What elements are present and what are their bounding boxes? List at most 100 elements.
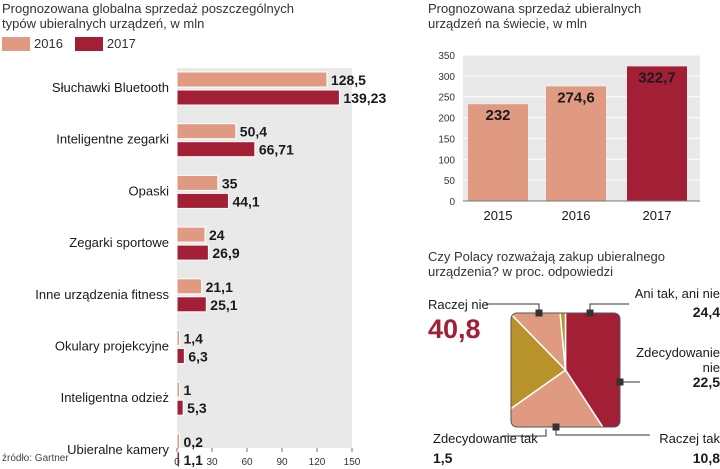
pie-marker-ani-tak-ani-nie (586, 309, 594, 317)
pie-marker-zdecydowanie-nie (616, 378, 624, 386)
pie-label-zdecydowanie-nie-line1: Zdecydowanie (636, 345, 720, 360)
pie-label-zdecydowanie-tak: Zdecydowanie tak (433, 431, 538, 446)
value-label-2017-okulary-projekcyjne: 6,3 (188, 349, 208, 365)
bar-2016-s-uchawki-bluetooth (176, 71, 328, 88)
pie-value-zdecydowanie-tak: 1,5 (433, 450, 453, 466)
left-chart-title: Prognozowana globalna sprzedaż poszczegó… (2, 1, 294, 31)
value-label-2017-opaski: 44,1 (232, 193, 259, 209)
bar-2016-inne-urz-dzenia-fitness (176, 278, 203, 295)
legend-label-2016: 2016 (34, 36, 63, 51)
right-chart-title: Prognozowana sprzedaż ubieralnych urządz… (428, 1, 641, 31)
legend-item-2016: 2016 (2, 36, 63, 51)
x-tick-label-150: 150 (344, 457, 361, 468)
pie-leader-ani-tak-ani-nie (589, 303, 629, 313)
source-note: źródło: Gartner (2, 453, 69, 464)
value-label-2016-s-uchawki-bluetooth: 128,5 (331, 72, 366, 88)
y-tick-label-0: 0 (449, 197, 455, 208)
pie-slice-raczej-tak (511, 313, 567, 373)
right-title-line1: Prognozowana sprzedaż ubieralnych (428, 1, 642, 16)
bar-2017-inne-urz-dzenia-fitness (176, 296, 207, 313)
category-label-zegarki-sportowe: Zegarki sportowe (69, 235, 169, 250)
category-label-ubieralne-kamery: Ubieralne kamery (67, 442, 169, 457)
y-tick-label-200: 200 (438, 114, 455, 125)
pie-value-raczej-nie: 40,8 (428, 314, 481, 344)
pie-slices (511, 313, 620, 427)
x-tick-label-30: 30 (206, 457, 218, 468)
x-label-2017: 2017 (643, 208, 672, 223)
value-label-2016-zegarki-sportowe: 24 (209, 227, 225, 243)
bar-2017-inteligentne-zegarki (176, 141, 256, 158)
pie-label-raczej-nie: Raczej nie (428, 297, 489, 312)
bar-value-2015: 232 (485, 107, 510, 124)
value-label-2016-inteligentna-odzie: 1 (184, 382, 192, 398)
pie-leader-raczej-tak (555, 427, 650, 436)
bar-2016-ubieralne-kamery (176, 433, 180, 450)
bar-value-2016: 274,6 (557, 89, 595, 106)
bar-2017-ubieralne-kamery (176, 451, 180, 468)
category-label-inteligentne-zegarki: Inteligentne zegarki (56, 132, 169, 147)
pie-value-zdecydowanie-nie: 22,5 (693, 374, 720, 390)
pie-chart-title: Czy Polacy rozważają zakup ubieralnego u… (428, 249, 665, 279)
legend-item-2017: 2017 (74, 36, 136, 51)
bar-2016-opaski (176, 174, 219, 191)
value-label-2016-opaski: 35 (222, 175, 238, 191)
value-label-2017-inteligentne-zegarki: 66,71 (259, 142, 294, 158)
bar-2016-inteligentne-zegarki (176, 123, 237, 140)
right-title-line2: urządzeń na świecie, w mln (428, 16, 587, 31)
pie-label-ani-tak-ani-nie: Ani tak, ani nie (635, 286, 720, 301)
y-tick-label-250: 250 (438, 93, 455, 104)
pie-title-line1: Czy Polacy rozważają zakup ubieralnego (428, 249, 666, 264)
value-label-2016-inne-urz-dzenia-fitness: 21,1 (206, 279, 233, 295)
pie-value-raczej-tak: 10,8 (693, 450, 720, 466)
pie-label-zdecydowanie-nie-line2: nie (703, 360, 720, 375)
left-title-line2: typów ubieralnych urządzeń, w mln (2, 16, 205, 31)
bar-2016-zegarki-sportowe (176, 226, 206, 243)
bar-year-2017 (627, 66, 687, 201)
category-label-opaski: Opaski (129, 183, 170, 198)
pie-leader-zdecydowanie-tak (502, 429, 547, 437)
y-tick-label-300: 300 (438, 72, 455, 83)
pie-marker-raczej-nie (535, 309, 543, 317)
legend-swatch-2016 (2, 36, 30, 51)
x-label-2016: 2016 (562, 208, 591, 223)
bar-year-2015 (468, 104, 528, 201)
bar-2017-zegarki-sportowe (176, 244, 209, 261)
pie-title-line2: urządzenia? w proc. odpowiedzi (428, 264, 613, 279)
bar-year-2016 (546, 86, 606, 201)
pie-leader-raczej-nie (486, 303, 540, 313)
category-label-okulary-projekcyjne: Okulary projekcyjne (55, 339, 169, 354)
bar-2017-okulary-projekcyjne (176, 348, 185, 364)
x-tick-label-120: 120 (309, 457, 326, 468)
value-label-2016-inteligentne-zegarki: 50,4 (240, 124, 267, 140)
bar-2017-s-uchawki-bluetooth (176, 89, 340, 106)
value-label-2017-ubieralne-kamery: 1,1 (184, 452, 204, 468)
value-label-2017-zegarki-sportowe: 26,9 (212, 245, 239, 261)
y-tick-label-50: 50 (444, 176, 456, 187)
bar-2016-okulary-projekcyjne (176, 330, 180, 346)
legend: 2016 2017 (2, 36, 148, 51)
x-tick-label-60: 60 (241, 457, 253, 468)
pie-marker-raczej-tak (552, 423, 560, 431)
pie-frame (510, 312, 621, 428)
pie-label-raczej-tak: Raczej tak (659, 431, 720, 446)
value-label-2016-okulary-projekcyjne: 1,4 (184, 331, 204, 347)
value-label-2017-inne-urz-dzenia-fitness: 25,1 (210, 297, 237, 313)
y-tick-label-350: 350 (438, 51, 455, 62)
bar-value-2017: 322,7 (638, 69, 676, 86)
legend-label-2017: 2017 (106, 36, 136, 51)
x-label-2015: 2015 (484, 208, 513, 223)
y-tick-label-150: 150 (438, 134, 455, 145)
category-label-inne-urz-dzenia-fitness: Inne urządzenia fitness (35, 287, 169, 302)
category-label-s-uchawki-bluetooth: Słuchawki Bluetooth (52, 80, 169, 95)
value-label-2017-s-uchawki-bluetooth: 139,23 (343, 90, 386, 106)
value-label-2016-ubieralne-kamery: 0,2 (184, 434, 204, 450)
category-label-inteligentna-odzie: Inteligentna odzież (61, 390, 169, 405)
x-tick-label-90: 90 (276, 457, 288, 468)
value-label-2017-inteligentna-odzie: 5,3 (187, 400, 207, 416)
left-title-line1: Prognozowana globalna sprzedaż poszczegó… (2, 1, 294, 16)
bar-2017-inteligentna-odzie (176, 399, 184, 416)
bar-2017-opaski (176, 192, 229, 209)
pie-value-ani-tak-ani-nie: 24,4 (693, 304, 720, 320)
bar-2016-inteligentna-odzie (176, 381, 180, 398)
